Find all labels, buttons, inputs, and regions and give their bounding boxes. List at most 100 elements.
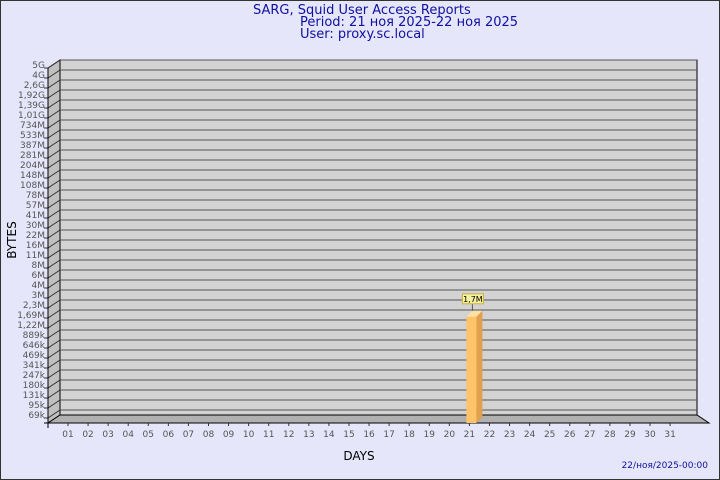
gridline-wall (47, 409, 61, 419)
timestamp: 22/ноя/2025-00:00 (621, 461, 708, 471)
gridline-wall (47, 299, 61, 309)
y-tick-label: 4G (32, 71, 45, 81)
x-tick-label: 16 (363, 430, 375, 440)
gridline-wall (47, 79, 61, 89)
y-tick-label: 1,69M (17, 311, 45, 321)
user-label: User: proxy.sc.local (300, 27, 425, 42)
x-tick-label: 10 (243, 430, 255, 440)
x-tick-label: 22 (484, 430, 495, 440)
y-tick-label: 387M (20, 141, 45, 151)
period-label: Period: 21 ноя 2025-22 ноя 2025 (300, 15, 519, 30)
y-tick-label: 78M (26, 191, 45, 201)
gridline-wall (47, 189, 61, 199)
gridline-wall (47, 249, 61, 259)
y-tick-label: 889k (23, 331, 46, 341)
y-tick-label: 5G (32, 61, 45, 71)
y-tick-label: 533M (20, 131, 45, 141)
x-tick-label: 28 (604, 430, 616, 440)
y-tick-label: 1,39G (18, 101, 45, 111)
y-tick-label: 148M (20, 171, 45, 181)
gridline-wall (47, 69, 61, 79)
x-tick-label: 15 (343, 430, 354, 440)
x-tick-label: 30 (644, 430, 656, 440)
gridline-wall (47, 319, 61, 329)
gridline-wall (47, 129, 61, 139)
y-tick-label: 341k (23, 361, 46, 371)
gridline-wall (47, 389, 61, 399)
x-tick-label: 13 (303, 430, 314, 440)
gridline-wall (47, 209, 61, 219)
y-tick-label: 180k (23, 381, 46, 391)
y-tick-label: 30M (26, 221, 45, 231)
y-tick-label: 4M (32, 281, 46, 291)
x-tick-label: 08 (203, 430, 215, 440)
gridline-wall (47, 89, 61, 99)
plot-floor (46, 414, 711, 424)
gridline-wall (47, 269, 61, 279)
gridline-wall (47, 59, 61, 69)
x-tick-label: 07 (183, 430, 194, 440)
bar-side (476, 310, 483, 423)
gridline-wall (47, 379, 61, 389)
gridline-wall (47, 149, 61, 159)
gridline-wall (47, 329, 61, 339)
x-tick-label: 09 (223, 430, 235, 440)
gridline-wall (47, 179, 61, 189)
y-tick-label: 1,92G (18, 91, 45, 101)
y-tick-label: 69k (28, 411, 45, 421)
x-tick-label: 12 (283, 430, 294, 440)
x-tick-label: 20 (444, 430, 456, 440)
gridline-wall (47, 259, 61, 269)
gridline-wall (47, 199, 61, 209)
gridline-wall (47, 139, 61, 149)
y-tick-label: 41M (26, 211, 45, 221)
x-tick-label: 29 (624, 430, 636, 440)
y-tick-label: 247k (23, 371, 46, 381)
x-tick-label: 25 (544, 430, 555, 440)
gridline-wall (47, 239, 61, 249)
y-tick-label: 3M (32, 291, 46, 301)
gridline-wall (47, 309, 61, 319)
x-tick-label: 18 (403, 430, 415, 440)
x-tick-label: 23 (504, 430, 515, 440)
gridline-wall (47, 349, 61, 359)
x-tick-label: 03 (102, 430, 113, 440)
y-axis-label: BYTES (5, 221, 19, 258)
gridline-wall (47, 229, 61, 239)
gridline-wall (47, 399, 61, 409)
bar-top (466, 310, 483, 317)
x-tick-label: 17 (383, 430, 394, 440)
gridline-wall (47, 119, 61, 129)
bar-value-label: 1,7M (463, 295, 483, 304)
chart-title: SARG, Squid User Access Reports (253, 3, 471, 18)
y-tick-label: 2,6G (24, 81, 45, 91)
bar-label-box (461, 293, 484, 305)
gridline-wall (47, 99, 61, 109)
plot-back-wall (59, 59, 698, 416)
x-tick-label: 19 (424, 430, 436, 440)
y-tick-label: 2,3M (23, 301, 45, 311)
y-tick-label: 1,22M (17, 321, 45, 331)
x-tick-label: 21 (464, 430, 475, 440)
y-tick-label: 1,01G (18, 111, 45, 121)
y-tick-label: 281M (20, 151, 45, 161)
gridline-wall (47, 109, 61, 119)
y-tick-label: 734M (20, 121, 45, 131)
gridline-wall (47, 219, 61, 229)
gridline-wall (47, 169, 61, 179)
x-tick-label: 26 (564, 430, 576, 440)
gridline-wall (47, 339, 61, 349)
x-tick-label: 31 (664, 430, 675, 440)
x-tick-label: 01 (62, 430, 73, 440)
y-tick-label: 108M (20, 181, 45, 191)
x-tick-label: 05 (143, 430, 154, 440)
x-tick-label: 14 (323, 430, 335, 440)
y-tick-label: 469k (23, 351, 46, 361)
gridline-wall (47, 279, 61, 289)
y-tick-label: 11M (26, 251, 45, 261)
y-tick-label: 16M (26, 241, 45, 251)
x-tick-label: 27 (584, 430, 595, 440)
y-tick-label: 22M (26, 231, 45, 241)
gridline-wall (47, 289, 61, 299)
